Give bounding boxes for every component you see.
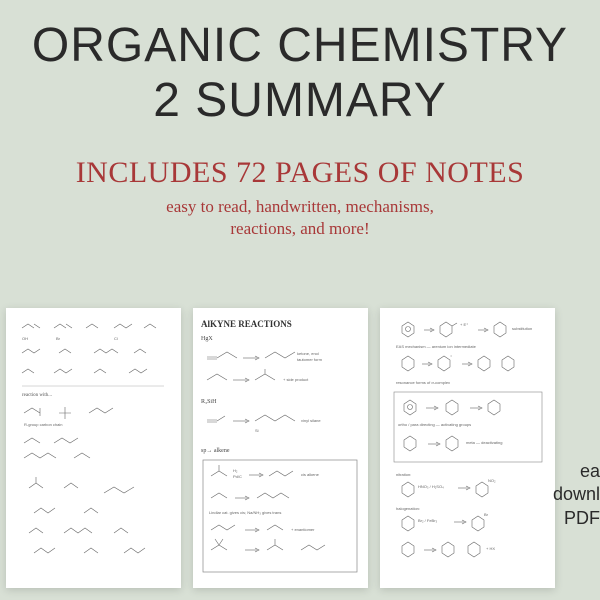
- svg-text:Br: Br: [56, 336, 61, 341]
- svg-text:Lindlar cat. gives cis; Na/NH₃: Lindlar cat. gives cis; Na/NH₃ gives tra…: [209, 510, 281, 515]
- tagline: easy to read, handwritten, mechanisms, r…: [0, 196, 600, 240]
- svg-text:ketone, enol: ketone, enol: [297, 351, 319, 356]
- svg-text:halogenation:: halogenation:: [396, 506, 420, 511]
- reaction-box: H₂ Pd/C cis alkene Lindlar cat. gives ci…: [201, 458, 361, 578]
- svg-text:HNO₃ / H₂SO₄: HNO₃ / H₂SO₄: [418, 484, 444, 489]
- title-line-1: ORGANIC CHEMISTRY: [0, 18, 600, 73]
- svg-text:Si: Si: [255, 428, 259, 433]
- svg-text:EAS mechanism — arenium ion in: EAS mechanism — arenium ion intermediate: [396, 344, 477, 349]
- svg-text:NO₂: NO₂: [488, 478, 496, 483]
- corner-caption: ea downl PDF: [540, 460, 600, 530]
- preview-page-1: OH Br Cl reaction with... R-group carbon…: [6, 308, 181, 588]
- corner-line-3: PDF: [540, 507, 600, 530]
- corner-line-2: downl: [540, 483, 600, 506]
- svg-text:OH: OH: [22, 336, 28, 341]
- aromatic-sketch: + E⁺ substitution EAS mechanism — areniu…: [388, 318, 548, 578]
- preview-page-3: + E⁺ substitution EAS mechanism — areniu…: [380, 308, 555, 588]
- svg-text:⁺: ⁺: [450, 354, 452, 359]
- reaction-sketch-2: Si vinyl silane: [201, 408, 361, 444]
- svg-text:resonance forms of σ-complex: resonance forms of σ-complex: [396, 380, 450, 385]
- svg-text:ortho / para directing — activ: ortho / para directing — activating grou…: [398, 422, 471, 427]
- page-previews: OH Br Cl reaction with... R-group carbon…: [0, 308, 600, 588]
- svg-text:H₂: H₂: [233, 468, 238, 473]
- tagline-line-2: reactions, and more!: [0, 218, 600, 240]
- notes-sketch-1: OH Br Cl reaction with... R-group carbon…: [14, 318, 174, 578]
- svg-text:+ enantiomer: + enantiomer: [291, 527, 315, 532]
- svg-text:meta — deactivating: meta — deactivating: [466, 440, 502, 445]
- svg-text:Pd/C: Pd/C: [233, 474, 242, 479]
- reaction-sketch-1: ketone, enol tautomer form + side produc…: [201, 345, 361, 395]
- page2-sub2: R₃SiH: [201, 398, 360, 406]
- page2-sub1: HgX: [201, 335, 360, 343]
- svg-text:tautomer form: tautomer form: [297, 357, 323, 362]
- svg-text:+ E⁺: + E⁺: [460, 322, 468, 327]
- preview-page-2: AlKYNE REACTIONS HgX ketone, enol tautom…: [193, 308, 368, 588]
- svg-text:nitration:: nitration:: [396, 472, 411, 477]
- svg-text:Br₂ / FeBr₃: Br₂ / FeBr₃: [418, 518, 438, 523]
- tagline-line-1: easy to read, handwritten, mechanisms,: [0, 196, 600, 218]
- title-line-2: 2 SUMMARY: [0, 73, 600, 128]
- subtitle: INCLUDES 72 PAGES OF NOTES: [0, 156, 600, 190]
- svg-text:+ side product: + side product: [283, 377, 309, 382]
- svg-text:+ HX: + HX: [486, 546, 495, 551]
- svg-text:vinyl silane: vinyl silane: [301, 418, 321, 423]
- main-title: ORGANIC CHEMISTRY 2 SUMMARY: [0, 0, 600, 128]
- page2-sub3: sp→ alkene: [201, 447, 360, 455]
- svg-text:Br: Br: [484, 512, 489, 517]
- page2-heading: AlKYNE REACTIONS: [201, 318, 360, 331]
- svg-text:cis alkene: cis alkene: [301, 472, 320, 477]
- corner-line-1: ea: [540, 460, 600, 483]
- svg-text:substitution: substitution: [512, 326, 532, 331]
- svg-text:R-group carbon chain: R-group carbon chain: [24, 422, 62, 427]
- svg-text:Cl: Cl: [114, 336, 118, 341]
- svg-text:reaction with...: reaction with...: [22, 393, 52, 398]
